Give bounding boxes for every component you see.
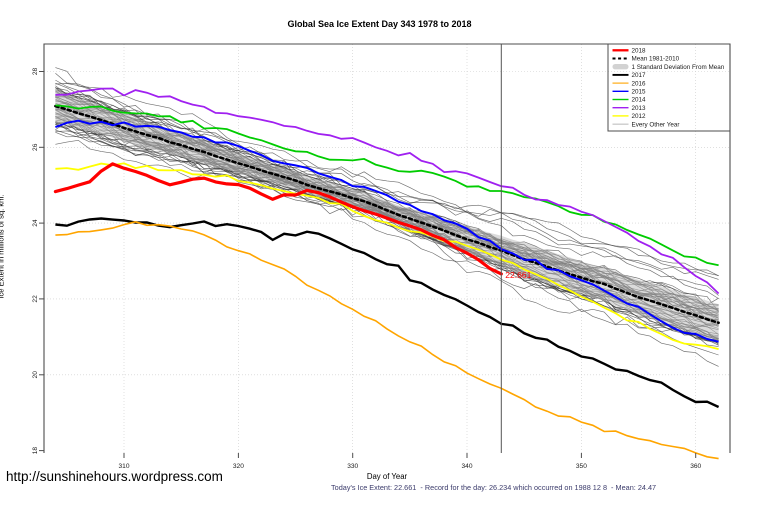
svg-text:2014: 2014 bbox=[632, 97, 647, 104]
svg-text:2017: 2017 bbox=[632, 72, 647, 79]
svg-text:1 Standard Deviation From Mean: 1 Standard Deviation From Mean bbox=[632, 64, 725, 71]
svg-text:360: 360 bbox=[690, 463, 701, 470]
svg-text:320: 320 bbox=[233, 463, 244, 470]
svg-text:2012: 2012 bbox=[632, 113, 647, 120]
svg-text:20: 20 bbox=[32, 371, 39, 379]
svg-text:2016: 2016 bbox=[632, 80, 647, 87]
svg-text:2015: 2015 bbox=[632, 89, 647, 96]
svg-text:310: 310 bbox=[118, 463, 129, 470]
svg-text:Every Other Year: Every Other Year bbox=[632, 121, 680, 128]
svg-text:2018: 2018 bbox=[632, 48, 647, 55]
svg-text:18: 18 bbox=[32, 447, 39, 455]
svg-text:350: 350 bbox=[576, 463, 587, 470]
svg-text:2013: 2013 bbox=[632, 105, 647, 112]
svg-text:24: 24 bbox=[32, 219, 39, 227]
svg-text:28: 28 bbox=[32, 68, 39, 76]
svg-text:Mean 1981-2010: Mean 1981-2010 bbox=[632, 56, 680, 63]
svg-text:22: 22 bbox=[32, 295, 39, 303]
svg-text:22.661: 22.661 bbox=[505, 270, 531, 280]
svg-text:340: 340 bbox=[461, 463, 472, 470]
svg-text:330: 330 bbox=[347, 463, 358, 470]
svg-text:26: 26 bbox=[32, 143, 39, 151]
